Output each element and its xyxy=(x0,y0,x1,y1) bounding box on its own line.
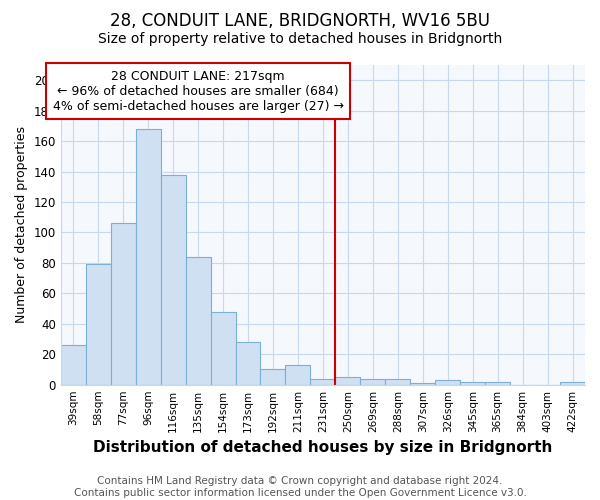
Y-axis label: Number of detached properties: Number of detached properties xyxy=(15,126,28,324)
Bar xyxy=(86,264,111,384)
Bar xyxy=(460,382,485,384)
Bar xyxy=(560,382,585,384)
Bar xyxy=(111,224,136,384)
Bar xyxy=(211,312,236,384)
Bar xyxy=(185,257,211,384)
Text: 28 CONDUIT LANE: 217sqm
← 96% of detached houses are smaller (684)
4% of semi-de: 28 CONDUIT LANE: 217sqm ← 96% of detache… xyxy=(53,70,344,112)
Bar xyxy=(361,378,385,384)
Bar xyxy=(485,382,510,384)
Bar xyxy=(310,378,335,384)
Text: Contains HM Land Registry data © Crown copyright and database right 2024.
Contai: Contains HM Land Registry data © Crown c… xyxy=(74,476,526,498)
Bar xyxy=(410,383,435,384)
Bar xyxy=(236,342,260,384)
Bar xyxy=(385,378,410,384)
Bar xyxy=(260,370,286,384)
Bar xyxy=(286,365,310,384)
Bar xyxy=(335,377,361,384)
X-axis label: Distribution of detached houses by size in Bridgnorth: Distribution of detached houses by size … xyxy=(93,440,553,455)
Bar xyxy=(136,129,161,384)
Bar xyxy=(61,345,86,385)
Bar xyxy=(435,380,460,384)
Bar xyxy=(161,174,185,384)
Text: 28, CONDUIT LANE, BRIDGNORTH, WV16 5BU: 28, CONDUIT LANE, BRIDGNORTH, WV16 5BU xyxy=(110,12,490,30)
Text: Size of property relative to detached houses in Bridgnorth: Size of property relative to detached ho… xyxy=(98,32,502,46)
